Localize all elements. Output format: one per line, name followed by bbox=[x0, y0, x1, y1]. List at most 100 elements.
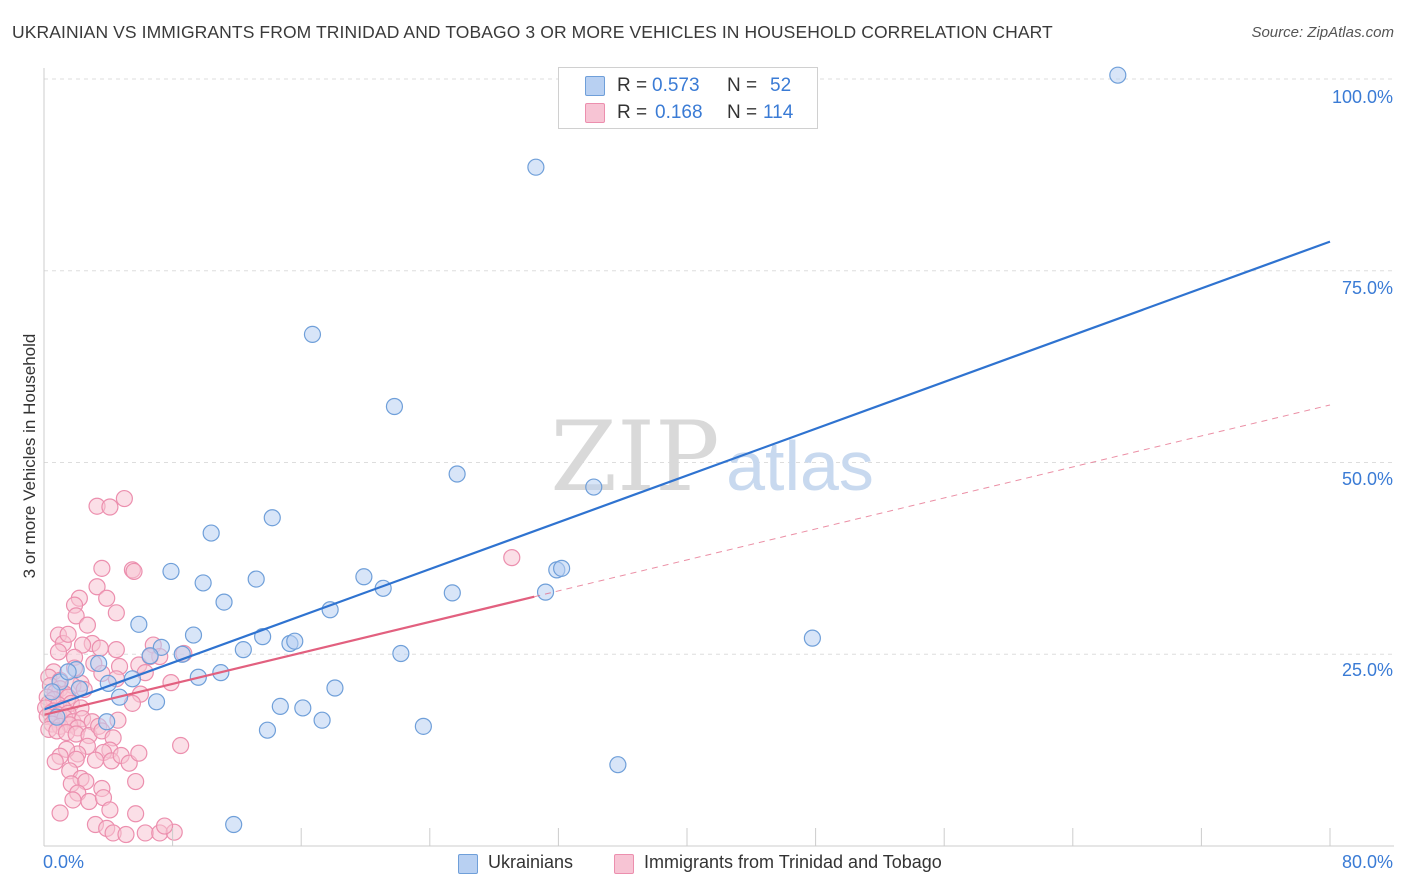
data-point bbox=[503, 549, 521, 567]
data-point bbox=[215, 593, 233, 611]
data-point bbox=[67, 607, 85, 625]
data-point bbox=[609, 756, 627, 774]
trend-line-trinidad bbox=[43, 595, 535, 716]
data-point bbox=[385, 397, 404, 416]
data-point bbox=[313, 711, 331, 729]
data-point bbox=[130, 615, 148, 633]
data-point bbox=[202, 524, 220, 542]
data-point bbox=[443, 584, 461, 602]
ukrainian-points bbox=[43, 66, 1127, 834]
data-point bbox=[107, 604, 125, 622]
legend-swatch-pink bbox=[585, 103, 605, 123]
data-point bbox=[98, 589, 116, 607]
data-point bbox=[326, 679, 344, 697]
legend-label-trinidad: Immigrants from Trinidad and Tobago bbox=[644, 852, 942, 872]
data-point bbox=[115, 489, 133, 508]
trend-lines bbox=[43, 240, 1331, 716]
data-point bbox=[355, 568, 373, 586]
data-point bbox=[91, 639, 109, 657]
data-point bbox=[127, 805, 145, 823]
data-point bbox=[147, 693, 166, 711]
data-point bbox=[414, 717, 432, 735]
trend-line-trinidad-extension bbox=[534, 404, 1331, 598]
data-point bbox=[90, 654, 108, 673]
trend-line-ukrainians bbox=[43, 240, 1331, 711]
data-point bbox=[286, 632, 304, 650]
data-point bbox=[1109, 66, 1127, 84]
data-point bbox=[392, 644, 410, 663]
data-point bbox=[127, 772, 145, 791]
data-point bbox=[585, 478, 603, 496]
chart-title: UKRAINIAN VS IMMIGRANTS FROM TRINIDAD AN… bbox=[12, 22, 1053, 42]
data-point bbox=[80, 792, 98, 811]
watermark: ZIP atlas bbox=[550, 401, 874, 513]
y-tick-50: 50.0% bbox=[1341, 469, 1393, 489]
data-point bbox=[59, 625, 77, 643]
legend-label-ukrainians: Ukrainians bbox=[488, 852, 574, 872]
data-point bbox=[225, 815, 243, 834]
data-point bbox=[271, 697, 289, 716]
data-point bbox=[448, 465, 466, 483]
legend-n-value: 52 bbox=[770, 75, 792, 96]
data-point bbox=[536, 583, 555, 601]
y-tick-100: 100.0% bbox=[1331, 87, 1393, 107]
data-point bbox=[125, 562, 143, 581]
data-point bbox=[101, 801, 119, 819]
series-legend: Ukrainians Immigrants from Trinidad and … bbox=[0, 852, 1406, 878]
data-point bbox=[64, 791, 82, 809]
data-point bbox=[93, 559, 111, 577]
data-point bbox=[107, 641, 125, 659]
data-point bbox=[46, 753, 64, 771]
legend-swatch-pink bbox=[614, 854, 634, 874]
axes bbox=[43, 68, 1394, 847]
data-point bbox=[194, 574, 212, 592]
trinidad-points bbox=[37, 489, 521, 844]
data-point bbox=[184, 626, 203, 644]
data-point bbox=[98, 713, 116, 731]
data-point bbox=[155, 817, 174, 835]
data-point bbox=[553, 559, 571, 577]
data-point bbox=[172, 736, 190, 755]
data-point bbox=[73, 636, 92, 654]
data-point bbox=[136, 824, 154, 842]
x-tick-min: 0.0% bbox=[43, 852, 85, 872]
data-point bbox=[247, 570, 265, 588]
data-point bbox=[86, 751, 105, 769]
legend-swatch-blue bbox=[585, 76, 605, 96]
data-point bbox=[803, 629, 821, 647]
legend-n-label: N = bbox=[727, 102, 758, 123]
data-point bbox=[254, 628, 272, 646]
data-point bbox=[258, 721, 277, 739]
data-point bbox=[43, 683, 61, 701]
data-point bbox=[263, 509, 281, 527]
legend-r-value: 0.168 bbox=[655, 102, 703, 123]
data-point bbox=[303, 325, 322, 344]
data-point bbox=[51, 804, 69, 822]
legend-r-value: 0.573 bbox=[652, 75, 700, 96]
watermark-zip: ZIP bbox=[550, 401, 719, 513]
data-point bbox=[294, 699, 312, 717]
y-tick-75: 75.0% bbox=[1341, 278, 1393, 298]
x-tick-max: 80.0% bbox=[1341, 852, 1393, 872]
data-point bbox=[527, 158, 545, 176]
legend-r-label: R = bbox=[617, 102, 648, 123]
correlation-legend: R = 0.573 N = 52 R = 0.168 N = 114 bbox=[558, 67, 818, 129]
data-point bbox=[49, 643, 68, 661]
data-point bbox=[88, 578, 106, 596]
data-point bbox=[101, 498, 119, 516]
data-point bbox=[117, 825, 135, 844]
data-point bbox=[78, 616, 97, 634]
legend-n-value: 114 bbox=[763, 102, 794, 123]
data-point bbox=[234, 641, 252, 659]
grid bbox=[44, 78, 1394, 655]
legend-n-label: N = bbox=[727, 75, 758, 96]
legend-r-label: R = bbox=[617, 75, 648, 96]
watermark-atlas: atlas bbox=[726, 427, 874, 505]
data-point bbox=[59, 663, 77, 681]
y-tick-25: 25.0% bbox=[1341, 660, 1393, 680]
data-point bbox=[130, 744, 148, 762]
legend-swatch-blue bbox=[458, 854, 478, 874]
data-point bbox=[162, 562, 180, 581]
data-point bbox=[141, 647, 159, 665]
